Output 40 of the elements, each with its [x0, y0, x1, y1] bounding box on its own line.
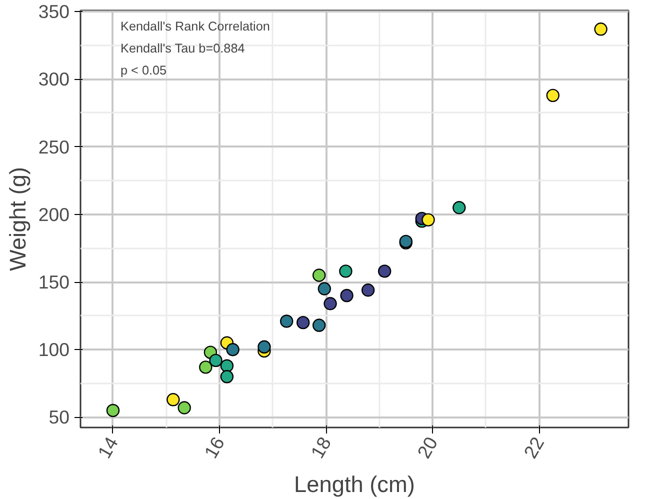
x-tick-label: 16: [200, 433, 229, 462]
point: [220, 359, 234, 372]
point: [594, 22, 608, 36]
point: [318, 282, 332, 296]
y-tick-label: 100: [38, 339, 70, 360]
point: [220, 370, 234, 384]
x-tick-label: 22: [520, 433, 548, 462]
x-axis-title: Length (cm): [294, 470, 415, 497]
point: [324, 297, 337, 310]
point: [258, 340, 271, 354]
point: [422, 213, 435, 226]
point: [199, 360, 212, 374]
y-tick-label: 200: [38, 204, 70, 225]
point: [361, 284, 375, 297]
point: [312, 318, 326, 332]
point: [106, 404, 120, 418]
point: [178, 401, 191, 414]
point: [378, 264, 392, 278]
y-tick-label: 300: [38, 68, 70, 90]
point: [546, 88, 560, 102]
y-tick-label: 150: [38, 272, 70, 293]
point: [340, 288, 354, 302]
annotation: Kendall's Rank Correlation: [120, 20, 270, 34]
x-tick-label: 20: [413, 433, 442, 462]
x-tick-label: 18: [306, 433, 336, 462]
point: [312, 268, 326, 282]
y-axis-title: Weight (g): [4, 166, 30, 272]
point: [452, 201, 466, 214]
y-tick-label: 250: [38, 136, 70, 158]
annotation: p < 0.05: [120, 64, 167, 78]
point: [226, 343, 240, 356]
y-tick-label: 50: [48, 406, 70, 428]
y-tick-label: 350: [38, 1, 70, 22]
point: [209, 354, 222, 368]
annotation: Kendall's Tau b=0.884: [120, 42, 245, 56]
x-tick-label: 14: [94, 433, 122, 462]
point: [280, 314, 294, 328]
point: [296, 316, 310, 330]
point: [166, 393, 180, 406]
point: [339, 264, 352, 278]
